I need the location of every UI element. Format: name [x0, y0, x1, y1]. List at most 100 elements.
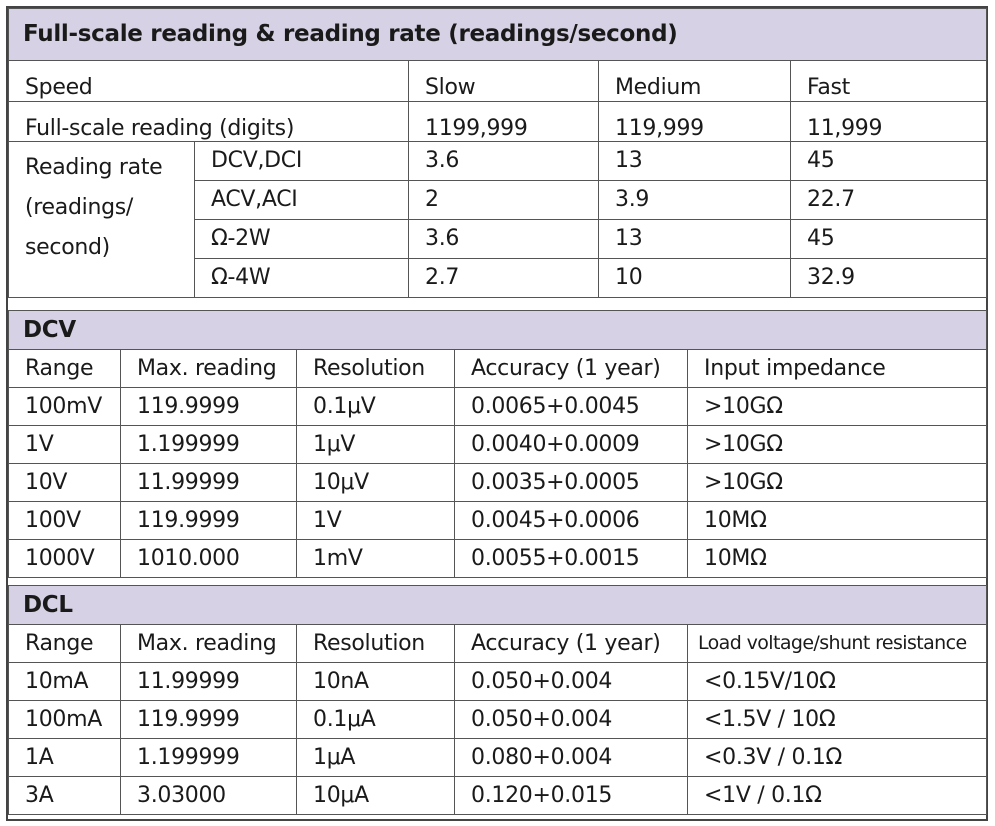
- rate-medium: 13: [598, 141, 791, 181]
- rate-slow: 3.6: [408, 219, 599, 259]
- cell-resolution: 1mV: [296, 539, 455, 578]
- cell-range: 1000V: [8, 539, 121, 578]
- table-row: 100mA 119.9999 0.1μA 0.050+0.004 <1.5V /…: [8, 700, 988, 739]
- speed-slow: Slow: [408, 60, 599, 102]
- cell-range: 100mV: [8, 387, 121, 426]
- rate-row: Ω-4W 2.7 10 32.9: [9, 258, 987, 298]
- cell-max-reading: 119.9999: [120, 700, 297, 739]
- rate-func: Ω-2W: [194, 219, 409, 259]
- dcl-table: DCL Range Max. reading Resolution Accura…: [7, 585, 988, 815]
- cell-load-voltage: <0.3V / 0.1Ω: [686, 738, 988, 777]
- cell-accuracy: 0.120+0.015: [454, 776, 688, 815]
- cell-range: 10V: [8, 463, 121, 502]
- cell-accuracy: 0.050+0.004: [454, 700, 688, 739]
- cell-accuracy: 0.0055+0.0015: [454, 539, 688, 578]
- speed-row: Speed Slow Medium Fast: [8, 60, 987, 102]
- col-range: Range: [8, 349, 121, 388]
- cell-impedance: >10GΩ: [686, 463, 988, 502]
- rate-medium: 13: [598, 219, 791, 259]
- rate-slow: 2: [408, 180, 599, 220]
- fullscale-medium: 119,999: [598, 101, 791, 142]
- fullscale-slow: 1199,999: [408, 101, 599, 142]
- fullscale-fast: 11,999: [790, 101, 987, 142]
- table-row: 10V 11.99999 10μV 0.0035+0.0005 >10GΩ: [8, 463, 988, 502]
- table-row: 100mV 119.9999 0.1μV 0.0065+0.0045 >10GΩ: [8, 387, 988, 426]
- col-resolution: Resolution: [296, 624, 455, 663]
- cell-max-reading: 1.199999: [120, 425, 297, 464]
- cell-resolution: 1μV: [296, 425, 455, 464]
- col-max-reading: Max. reading: [120, 349, 297, 388]
- cell-accuracy: 0.0035+0.0005: [454, 463, 688, 502]
- rate-fast: 22.7: [790, 180, 987, 220]
- table-row: 1000V 1010.000 1mV 0.0055+0.0015 10MΩ: [8, 539, 988, 578]
- fullscale-label: Full-scale reading (digits): [8, 101, 409, 142]
- cell-max-reading: 1.199999: [120, 738, 297, 777]
- col-input-impedance: Input impedance: [686, 349, 988, 388]
- col-range: Range: [8, 624, 121, 663]
- speed-medium: Medium: [598, 60, 791, 102]
- speed-fast: Fast: [790, 60, 987, 102]
- table-row: 100V 119.9999 1V 0.0045+0.0006 10MΩ: [8, 501, 988, 540]
- cell-accuracy: 0.0040+0.0009: [454, 425, 688, 464]
- cell-resolution: 1μA: [296, 738, 455, 777]
- cell-max-reading: 11.99999: [120, 463, 297, 502]
- speed-label: Speed: [8, 60, 409, 102]
- cell-range: 10mA: [8, 662, 121, 701]
- cell-impedance: >10GΩ: [686, 425, 988, 464]
- cell-resolution: 1V: [296, 501, 455, 540]
- col-accuracy: Accuracy (1 year): [454, 624, 688, 663]
- cell-range: 100V: [8, 501, 121, 540]
- rate-func: Ω-4W: [194, 258, 409, 298]
- dcv-title: DCV: [7, 310, 988, 350]
- table-row: 3A 3.03000 10μA 0.120+0.015 <1V / 0.1Ω: [8, 776, 988, 815]
- rate-row: ACV,ACI 2 3.9 22.7: [9, 180, 987, 220]
- rate-func: ACV,ACI: [194, 180, 409, 220]
- cell-resolution: 0.1μV: [296, 387, 455, 426]
- table-row: 10mA 11.99999 10nA 0.050+0.004 <0.15V/10…: [8, 662, 988, 701]
- dcv-header-row: Range Max. reading Resolution Accuracy (…: [8, 349, 988, 388]
- rate-fast: 45: [790, 141, 987, 181]
- cell-max-reading: 1010.000: [120, 539, 297, 578]
- cell-accuracy: 0.0065+0.0045: [454, 387, 688, 426]
- cell-resolution: 10μA: [296, 776, 455, 815]
- cell-load-voltage: <1.5V / 10Ω: [686, 700, 988, 739]
- section-header: DCV: [7, 310, 988, 350]
- table-row: 1A 1.199999 1μA 0.080+0.004 <0.3V / 0.1Ω: [8, 738, 988, 777]
- cell-max-reading: 119.9999: [120, 387, 297, 426]
- cell-resolution: 10μV: [296, 463, 455, 502]
- rate-slow: 2.7: [408, 258, 599, 298]
- cell-range: 3A: [8, 776, 121, 815]
- cell-impedance: 10MΩ: [686, 539, 988, 578]
- cell-accuracy: 0.0045+0.0006: [454, 501, 688, 540]
- cell-range: 1A: [8, 738, 121, 777]
- fullscale-row: Full-scale reading (digits) 1199,999 119…: [8, 101, 987, 142]
- cell-resolution: 10nA: [296, 662, 455, 701]
- cell-accuracy: 0.080+0.004: [454, 738, 688, 777]
- cell-max-reading: 119.9999: [120, 501, 297, 540]
- cell-impedance: >10GΩ: [686, 387, 988, 426]
- section-header: DCL: [7, 585, 988, 625]
- rate-func: DCV,DCI: [194, 141, 409, 181]
- rate-row: Reading rate (readings/ second) DCV,DCI …: [8, 141, 987, 298]
- dcv-table: DCV Range Max. reading Resolution Accura…: [7, 310, 988, 578]
- cell-range: 100mA: [8, 700, 121, 739]
- rate-slow: 3.6: [408, 141, 599, 181]
- col-accuracy: Accuracy (1 year): [454, 349, 688, 388]
- spec-sheet: Full-scale reading & reading rate (readi…: [6, 6, 988, 821]
- rate-row: Ω-2W 3.6 13 45: [9, 219, 987, 259]
- col-load-voltage: Load voltage/shunt resistance: [686, 624, 988, 663]
- reading-rate-label: Reading rate (readings/ second): [8, 141, 195, 298]
- rate-table-title: Full-scale reading & reading rate (readi…: [8, 8, 987, 61]
- reading-rate-table: Full-scale reading & reading rate (readi…: [8, 8, 987, 298]
- dcl-header-row: Range Max. reading Resolution Accuracy (…: [8, 624, 988, 663]
- dcl-title: DCL: [7, 585, 988, 625]
- section-header: Full-scale reading & reading rate (readi…: [8, 8, 987, 61]
- cell-impedance: 10MΩ: [686, 501, 988, 540]
- cell-resolution: 0.1μA: [296, 700, 455, 739]
- cell-load-voltage: <1V / 0.1Ω: [686, 776, 988, 815]
- rate-medium: 10: [598, 258, 791, 298]
- rate-fast: 32.9: [790, 258, 987, 298]
- cell-max-reading: 3.03000: [120, 776, 297, 815]
- rate-fast: 45: [790, 219, 987, 259]
- cell-range: 1V: [8, 425, 121, 464]
